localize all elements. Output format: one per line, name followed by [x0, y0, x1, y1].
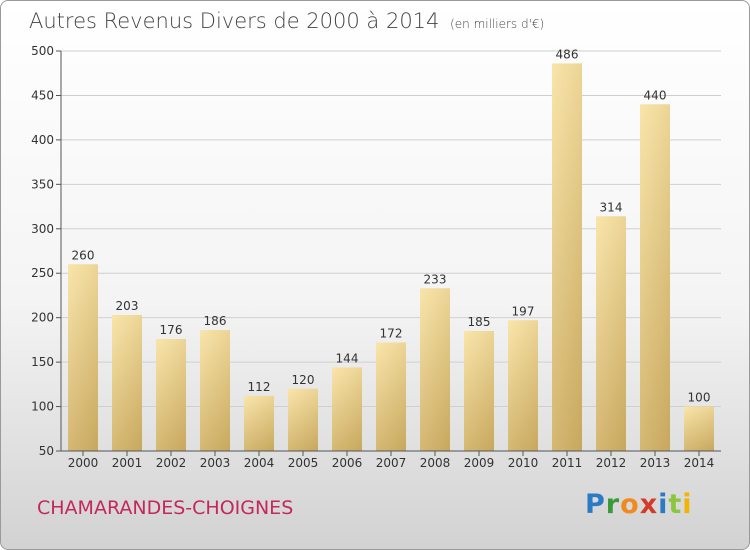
proxiti-logo[interactable]: Proxiti	[585, 489, 693, 520]
x-tick-label: 2002	[156, 456, 187, 470]
data-label-2010: 197	[512, 304, 535, 318]
x-tick-label: 2004	[244, 456, 275, 470]
y-tick-label: 200	[31, 311, 54, 325]
x-tick-label: 2001	[112, 456, 143, 470]
data-label-2004: 112	[248, 380, 271, 394]
bar-shade-2009	[464, 331, 494, 451]
x-tick-label: 2014	[684, 456, 715, 470]
chart-title: Autres Revenus Divers de 2000 à 2014 (en…	[29, 9, 544, 33]
x-tick-label: 2011	[552, 456, 583, 470]
data-label-2011: 486	[556, 47, 579, 61]
data-label-2005: 120	[292, 373, 315, 387]
bars: 260 203 176 186 112 120 144 172 233 185 197 486 314 4…	[68, 47, 714, 451]
bar-shade-2006	[332, 367, 362, 451]
x-tick-label: 2003	[200, 456, 231, 470]
bar-shade-2010	[508, 320, 538, 451]
data-label-2013: 440	[644, 88, 667, 102]
data-label-2012: 314	[600, 200, 623, 214]
x-tick-label: 2005	[288, 456, 319, 470]
commune-name: CHAMARANDES-CHOIGNES	[37, 497, 294, 519]
y-tick-label: 50	[39, 444, 54, 458]
data-label-2001: 203	[116, 299, 139, 313]
data-label-2006: 144	[336, 351, 359, 365]
bar-shade-2002	[156, 339, 186, 451]
bar-shade-2005	[288, 388, 318, 451]
y-tick-label: 100	[31, 400, 54, 414]
data-label-2008: 233	[424, 272, 447, 286]
x-tick-label: 2013	[640, 456, 671, 470]
y-tick-label: 250	[31, 266, 54, 280]
x-tick-label: 2009	[464, 456, 495, 470]
bar-shade-2000	[68, 264, 98, 451]
bar-shade-2013	[640, 104, 670, 451]
data-label-2000: 260	[72, 248, 95, 262]
bar-shade-2011	[552, 63, 582, 451]
bar-shade-2007	[376, 342, 406, 451]
y-axis: 50 100 150 200 250 300 350 400 450 500	[31, 44, 62, 458]
y-tick-label: 150	[31, 355, 54, 369]
y-tick-label: 500	[31, 44, 54, 58]
data-label-2007: 172	[380, 327, 403, 341]
x-axis: 2000 2001 2002 2003 2004 2005 2006 2007 2008 2009…	[61, 450, 721, 470]
x-tick-label: 2007	[376, 456, 407, 470]
bar-shade-2014	[684, 406, 714, 451]
y-tick-label: 300	[31, 222, 54, 236]
chart-title-text: Autres Revenus Divers de 2000 à 2014	[29, 9, 440, 33]
x-tick-label: 2008	[420, 456, 451, 470]
data-label-2014: 100	[688, 391, 711, 405]
x-tick-label: 2010	[508, 456, 539, 470]
x-tick-label: 2000	[68, 456, 99, 470]
y-tick-label: 350	[31, 177, 54, 191]
bar-shade-2012	[596, 216, 626, 451]
x-tick-label: 2006	[332, 456, 363, 470]
chart-title-unit: (en milliers d'€)	[450, 17, 545, 31]
data-label-2009: 185	[468, 315, 491, 329]
x-tick-label: 2012	[596, 456, 627, 470]
data-label-2002: 176	[160, 323, 183, 337]
bar-shade-2008	[420, 288, 450, 451]
bar-shade-2001	[112, 315, 142, 451]
bar-shade-2004	[244, 395, 274, 451]
y-tick-label: 450	[31, 88, 54, 102]
bar-shade-2003	[200, 330, 230, 451]
data-label-2003: 186	[204, 314, 227, 328]
y-tick-label: 400	[31, 133, 54, 147]
